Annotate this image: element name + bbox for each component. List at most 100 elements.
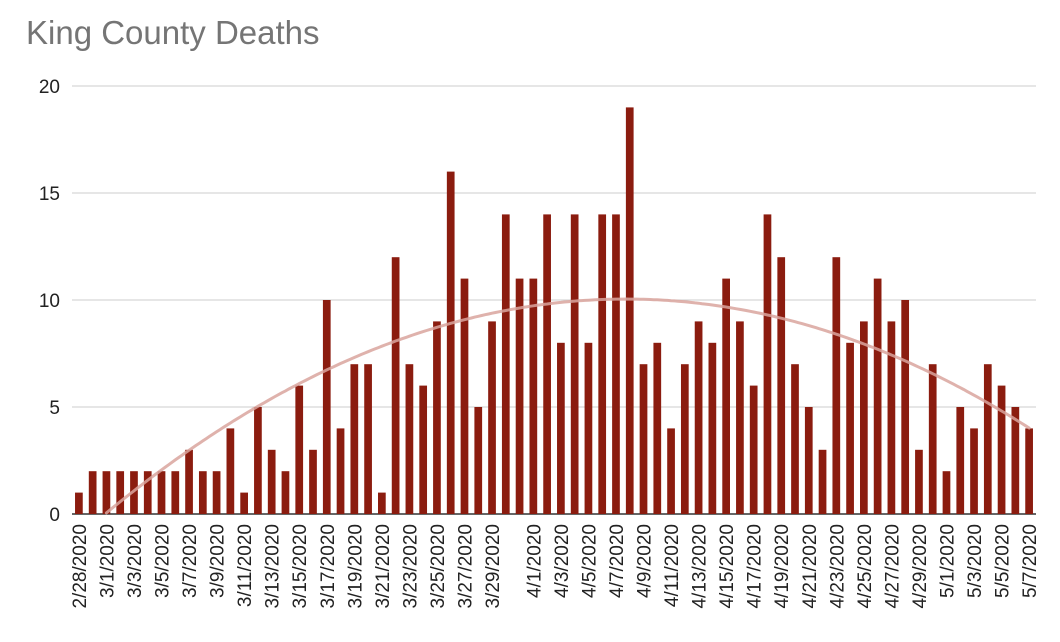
bar <box>804 407 813 514</box>
bar <box>543 214 551 514</box>
bar <box>860 321 868 514</box>
bar <box>460 278 469 514</box>
bar <box>680 364 689 514</box>
x-tick-label: 3/19/2020 <box>345 524 366 609</box>
bar <box>846 342 854 514</box>
x-tick-label: 3/23/2020 <box>400 524 421 609</box>
bar <box>405 364 414 514</box>
bar <box>557 342 565 514</box>
bar <box>928 364 937 514</box>
bar <box>157 471 166 514</box>
x-tick-label: 3/17/2020 <box>318 524 339 609</box>
bar <box>88 471 97 514</box>
bar <box>515 278 524 514</box>
bar <box>198 471 207 514</box>
bar <box>777 257 786 514</box>
trendline-path <box>104 297 1031 515</box>
bar <box>694 321 703 514</box>
bar <box>488 321 496 514</box>
bar <box>584 342 593 514</box>
y-tick-label: 10 <box>39 291 60 312</box>
x-tick-label: 2/28/2020 <box>70 524 91 609</box>
bar <box>102 471 111 514</box>
x-tick-label: 5/1/2020 <box>938 524 959 598</box>
bar <box>433 321 441 514</box>
x-tick-label: 3/29/2020 <box>483 524 504 609</box>
bar-series <box>75 107 1033 515</box>
trendline <box>104 297 1031 515</box>
x-tick-label: 3/7/2020 <box>180 524 201 598</box>
x-tick-label: 3/5/2020 <box>153 524 174 598</box>
bar <box>309 449 317 514</box>
bar <box>254 407 262 514</box>
x-tick-label: 5/7/2020 <box>1020 524 1041 598</box>
chart-title: King County Deaths <box>26 14 320 51</box>
x-tick-label: 3/27/2020 <box>456 524 477 609</box>
bar <box>143 471 152 514</box>
bar <box>446 171 455 514</box>
bar <box>625 107 634 515</box>
bar <box>570 214 579 514</box>
bar <box>653 342 662 514</box>
bar <box>378 492 386 514</box>
y-axis-ticks: 0 5 10 15 20 <box>39 77 60 526</box>
bar <box>832 257 841 514</box>
x-tick-label: 4/25/2020 <box>855 524 876 609</box>
x-tick-label: 4/27/2020 <box>882 524 903 609</box>
bar <box>887 321 896 514</box>
bar <box>915 449 923 514</box>
bar <box>942 471 951 514</box>
bar <box>391 257 400 514</box>
x-tick-label: 4/9/2020 <box>635 524 656 598</box>
x-tick-label: 4/17/2020 <box>745 524 766 609</box>
bar <box>322 300 331 514</box>
bar <box>212 471 221 514</box>
x-tick-label: 4/7/2020 <box>607 524 628 598</box>
bar <box>1011 407 1020 514</box>
bar <box>639 364 648 514</box>
x-axis-ticks: 2/28/2020 3/1/2020 3/3/2020 3/5/2020 3/7/202… <box>70 524 1041 609</box>
bar <box>749 385 758 514</box>
bar <box>970 428 978 514</box>
bar <box>763 214 772 514</box>
x-tick-label: 4/5/2020 <box>579 524 600 598</box>
y-tick-label: 0 <box>49 505 60 526</box>
bar <box>226 428 235 514</box>
bar <box>75 492 83 514</box>
bar <box>529 278 538 514</box>
y-tick-label: 5 <box>49 398 60 419</box>
bar <box>281 471 290 514</box>
x-tick-label: 5/3/2020 <box>965 524 986 598</box>
x-tick-label: 4/11/2020 <box>662 524 683 607</box>
x-tick-label: 4/1/2020 <box>524 524 545 598</box>
bar <box>791 364 799 514</box>
x-tick-label: 4/3/2020 <box>552 524 573 598</box>
bar <box>474 407 483 514</box>
bar <box>240 492 248 514</box>
bar <box>873 278 882 514</box>
bar <box>956 407 965 514</box>
x-tick-label: 3/3/2020 <box>125 524 146 598</box>
x-tick-label: 4/13/2020 <box>690 524 711 609</box>
bar <box>708 342 717 514</box>
bar <box>185 449 193 514</box>
y-tick-label: 20 <box>39 77 60 98</box>
bar <box>350 364 359 514</box>
x-tick-label: 5/5/2020 <box>993 524 1014 598</box>
bar <box>267 449 276 514</box>
x-tick-label: 3/15/2020 <box>290 524 311 609</box>
bar <box>612 214 620 514</box>
bar <box>1025 428 1033 514</box>
bar <box>501 214 510 514</box>
x-tick-label: 4/29/2020 <box>910 524 931 609</box>
x-tick-label: 3/1/2020 <box>97 524 118 598</box>
bar <box>364 364 372 514</box>
bar <box>598 214 607 514</box>
bar <box>171 471 180 514</box>
bar <box>997 385 1006 514</box>
bar <box>736 321 744 514</box>
bar <box>901 300 910 514</box>
bar <box>336 428 345 514</box>
bar <box>983 364 992 514</box>
x-tick-label: 4/19/2020 <box>772 524 793 609</box>
